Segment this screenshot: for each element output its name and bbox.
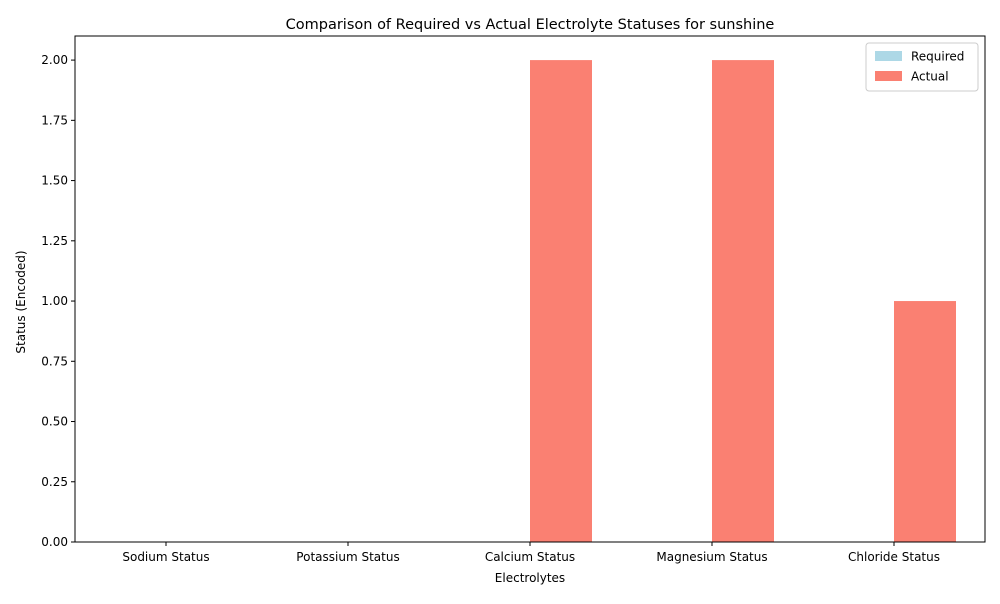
legend-label-required: Required: [911, 50, 964, 64]
bar-actual-2: [530, 60, 592, 542]
x-tick-label-1: Potassium Status: [296, 550, 399, 564]
legend-swatch-actual: [875, 71, 902, 81]
x-tick-label-3: Magnesium Status: [656, 550, 767, 564]
chart-title: Comparison of Required vs Actual Electro…: [286, 17, 775, 33]
plot-area: 0.00 0.25 0.50 0.75 1.00 1.25 1.50 1.75 2.00 Sodi…: [41, 35, 986, 564]
y-tick-label-5: 1.25: [41, 234, 68, 248]
x-tick-label-0: Sodium Status: [122, 550, 209, 564]
x-axis-label: Electrolytes: [495, 571, 565, 585]
y-tick-label-3: 0.75: [41, 354, 68, 368]
x-tick-label-4: Chloride Status: [848, 550, 940, 564]
legend-label-actual: Actual: [911, 70, 949, 84]
y-tick-label-2: 0.50: [41, 415, 68, 429]
bar-actual-3: [712, 60, 774, 542]
y-axis-label: Status (Encoded): [14, 250, 28, 353]
y-tick-label-7: 1.75: [41, 113, 68, 127]
y-tick-label-6: 1.50: [41, 174, 68, 188]
legend: Required Actual: [865, 42, 979, 92]
y-tick-label-8: 2.00: [41, 53, 68, 67]
bar-actual-4: [894, 301, 956, 542]
y-tick-label-0: 0.00: [41, 535, 68, 549]
y-tick-label-4: 1.00: [41, 294, 68, 308]
x-tick-label-2: Calcium Status: [485, 550, 575, 564]
y-tick-label-1: 0.25: [41, 475, 68, 489]
legend-swatch-required: [875, 51, 902, 61]
